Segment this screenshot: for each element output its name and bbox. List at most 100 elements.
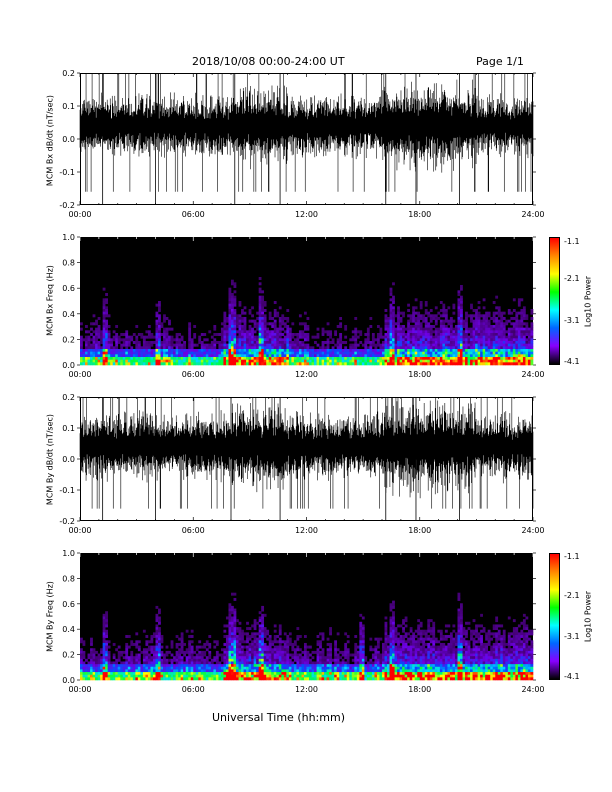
spectrogram-cell [412,351,416,355]
spectrogram-cell [80,672,83,676]
spectrogram-cell [487,341,491,344]
spectrogram-cell [293,359,297,363]
spectrogram-cell [266,653,270,657]
spectrogram-cell [180,666,184,670]
spectrogram-cell [115,349,119,352]
spectrogram-cell [228,330,232,334]
spectrogram-cell [477,349,481,352]
spectrogram-cell [168,338,171,342]
spectrogram-cell [495,346,499,350]
spectrogram-cell [361,672,365,676]
spectrogram-cell [132,666,136,670]
spectrogram-cell [510,354,514,358]
spectrogram-cell [147,325,151,328]
spectrogram-cell [246,349,249,352]
spectrogram-cell [170,346,174,350]
spectrogram-cell [170,653,174,657]
spectrogram-cell [351,672,355,676]
spectrogram-cell [225,672,229,676]
spectrogram-cell [288,632,292,636]
spectrogram-cell [480,341,483,344]
spectrogram-cell [152,635,156,638]
spectrogram-cell [117,656,121,660]
spectrogram-cell [102,635,106,638]
spectrogram-cell [359,357,363,360]
spectrogram-cell [180,335,184,339]
spectrogram-cell [387,335,390,339]
spectrogram-cell [437,338,441,342]
spectrogram-cell [125,669,129,673]
spectrogram-cell [107,362,111,366]
spectrogram-cell [248,653,252,657]
spectrogram-cell [530,346,534,350]
spectrogram-cell [213,349,217,352]
spectrogram-cell [97,325,101,328]
spectrogram-cell [475,322,478,326]
spectrogram-cell [409,317,413,320]
spectrogram-cell [218,653,222,657]
spectrogram-cell [444,341,448,344]
spectrogram-cell [283,354,287,358]
spectrogram-cell [387,351,390,355]
spectrogram-cell [268,359,272,363]
spectrogram-cell [394,629,398,633]
spectrogram-cell [392,282,395,286]
spectrogram-cell [85,362,88,366]
spectrogram-cell [142,672,146,676]
spectrogram-cell [165,338,169,342]
spectrogram-cell [480,327,483,331]
spectrogram-cell [359,349,363,352]
spectrogram-cell [422,351,426,355]
spectrogram-cell [158,343,161,347]
spectrogram-cell [210,335,214,339]
spectrogram-cell [188,666,192,670]
spectrogram-cell [137,648,141,652]
spectrogram-cell [175,362,179,366]
spectrogram-cell [434,343,438,347]
spectrogram-cell [273,672,277,676]
spectrogram-cell [520,346,524,350]
spectrogram-cell [258,322,262,326]
spectrogram-cell [321,359,325,363]
spectrogram-cell [243,351,247,355]
spectrogram-cell [238,327,242,331]
spectrogram-cell [256,674,259,678]
spectrogram-cell [208,635,212,638]
spectrogram-cell [424,349,428,352]
spectrogram-cell [208,357,212,360]
spectrogram-cell [457,301,461,304]
spectrogram-cell [407,314,410,318]
spectrogram-cell [492,346,496,350]
spectrogram-cell [394,354,398,358]
spectrogram-cell [233,335,237,339]
spectrogram-cell [185,669,189,673]
spectrogram-cell [168,335,171,339]
spectrogram-cell [263,335,267,339]
spectrogram-cell [233,346,237,350]
spectrogram-cell [404,351,408,355]
spectrogram-cell [311,666,315,670]
spectrogram-cell [364,362,368,366]
spectrogram-cell [293,343,297,347]
spectrogram-cell [102,338,106,342]
spectrogram-cell [271,658,275,662]
spectrogram-cell [507,351,511,355]
spectrogram-cell [248,661,252,665]
spectrogram-cell [339,325,343,328]
spectrogram-cell [321,632,325,636]
spectrogram-cell [145,349,149,352]
cb1-tick-top: -1.1 [564,237,580,246]
spectrogram-cell [334,669,337,673]
spectrogram-cell [527,354,531,358]
spectrogram-cell [231,677,234,681]
spectrogram-cell [329,359,332,363]
spectrogram-cell [145,359,149,363]
spectrogram-cell [409,330,413,334]
spectrogram-cell [155,632,159,636]
spectrogram-cell [160,346,164,350]
spectrogram-cell [251,349,254,352]
spectrogram-cell [359,613,363,617]
spectrogram-cell [246,627,249,631]
spectrogram-cell [454,359,458,363]
spectrogram-cell [92,648,96,652]
